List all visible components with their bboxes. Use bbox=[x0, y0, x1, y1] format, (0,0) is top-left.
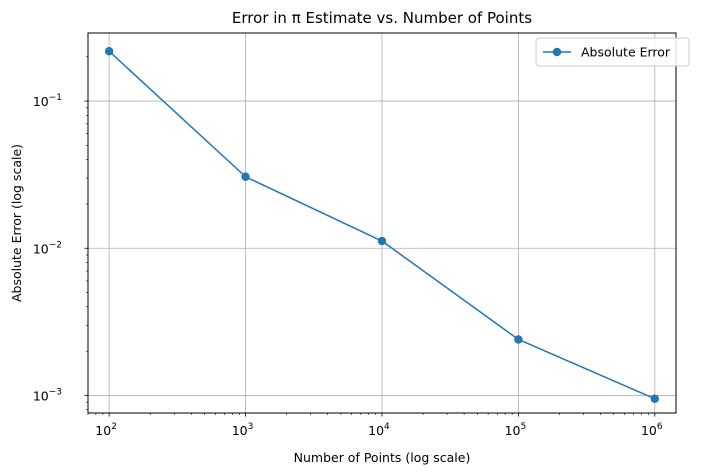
x-tick-label: 106 bbox=[641, 422, 663, 438]
grid-lines bbox=[88, 33, 676, 413]
x-tick-label: 103 bbox=[232, 422, 254, 438]
legend: Absolute Error bbox=[535, 37, 690, 67]
y-tick-label: 10−3 bbox=[33, 387, 62, 403]
x-tick-label: 105 bbox=[505, 422, 527, 438]
y-axis-ticks: 10−1 10−2 10−3 bbox=[33, 93, 88, 403]
y-axis-label: Absolute Error (log scale) bbox=[9, 144, 24, 302]
legend-box bbox=[535, 37, 690, 67]
legend-label-absolute-error: Absolute Error bbox=[581, 45, 671, 60]
data-point bbox=[514, 335, 523, 344]
series-layer bbox=[104, 47, 660, 403]
data-point bbox=[104, 47, 114, 56]
y-tick-label: 10−1 bbox=[33, 93, 62, 109]
x-tick-label: 102 bbox=[95, 422, 117, 438]
data-point bbox=[650, 394, 660, 403]
x-axis-label: Number of Points (log scale) bbox=[294, 450, 471, 465]
y-tick-label: 10−2 bbox=[33, 240, 62, 256]
data-point bbox=[377, 236, 387, 246]
data-point bbox=[241, 172, 250, 181]
legend-marker-swatch bbox=[552, 47, 562, 57]
x-axis-ticks: 102 103 104 105 106 bbox=[95, 413, 663, 438]
chart-title: Error in π Estimate vs. Number of Points bbox=[232, 9, 532, 27]
minor-ticks bbox=[86, 56, 649, 415]
x-tick-label: 104 bbox=[368, 422, 390, 438]
